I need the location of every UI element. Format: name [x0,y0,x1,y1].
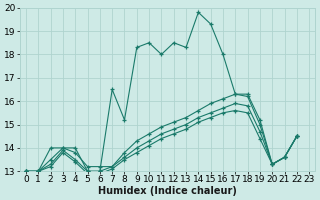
X-axis label: Humidex (Indice chaleur): Humidex (Indice chaleur) [98,186,237,196]
